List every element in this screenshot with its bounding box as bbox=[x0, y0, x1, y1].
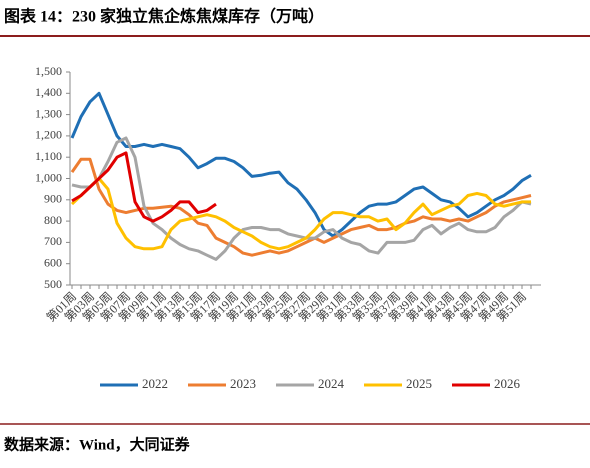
y-tick-label: 700 bbox=[44, 234, 62, 248]
y-tick-label: 900 bbox=[44, 192, 62, 206]
y-tick-label: 600 bbox=[44, 255, 62, 269]
legend-label: 2026 bbox=[494, 376, 521, 391]
series-line bbox=[70, 177, 531, 251]
series-line bbox=[71, 136, 532, 261]
legend-label: 2022 bbox=[142, 376, 168, 391]
chart-title: 图表 14：230 家独立焦企炼焦煤库存（万吨） bbox=[4, 7, 324, 26]
y-tick-label: 1,300 bbox=[35, 106, 62, 120]
y-tick-label: 1,000 bbox=[35, 170, 62, 184]
legend-label: 2023 bbox=[230, 376, 256, 391]
source-note: 数据来源：Wind，大同证券 bbox=[4, 435, 191, 453]
y-tick-label: 1,500 bbox=[35, 64, 62, 78]
series-line bbox=[71, 151, 217, 223]
y-tick-label: 500 bbox=[44, 277, 62, 291]
legend-label: 2024 bbox=[318, 376, 345, 391]
y-tick-label: 1,200 bbox=[35, 128, 62, 142]
y-tick-label: 800 bbox=[44, 213, 62, 227]
legend-label: 2025 bbox=[406, 376, 432, 391]
y-tick-label: 1,100 bbox=[35, 149, 62, 163]
series-line bbox=[70, 157, 532, 257]
series-line bbox=[70, 91, 532, 238]
y-tick-label: 1,400 bbox=[35, 85, 62, 99]
